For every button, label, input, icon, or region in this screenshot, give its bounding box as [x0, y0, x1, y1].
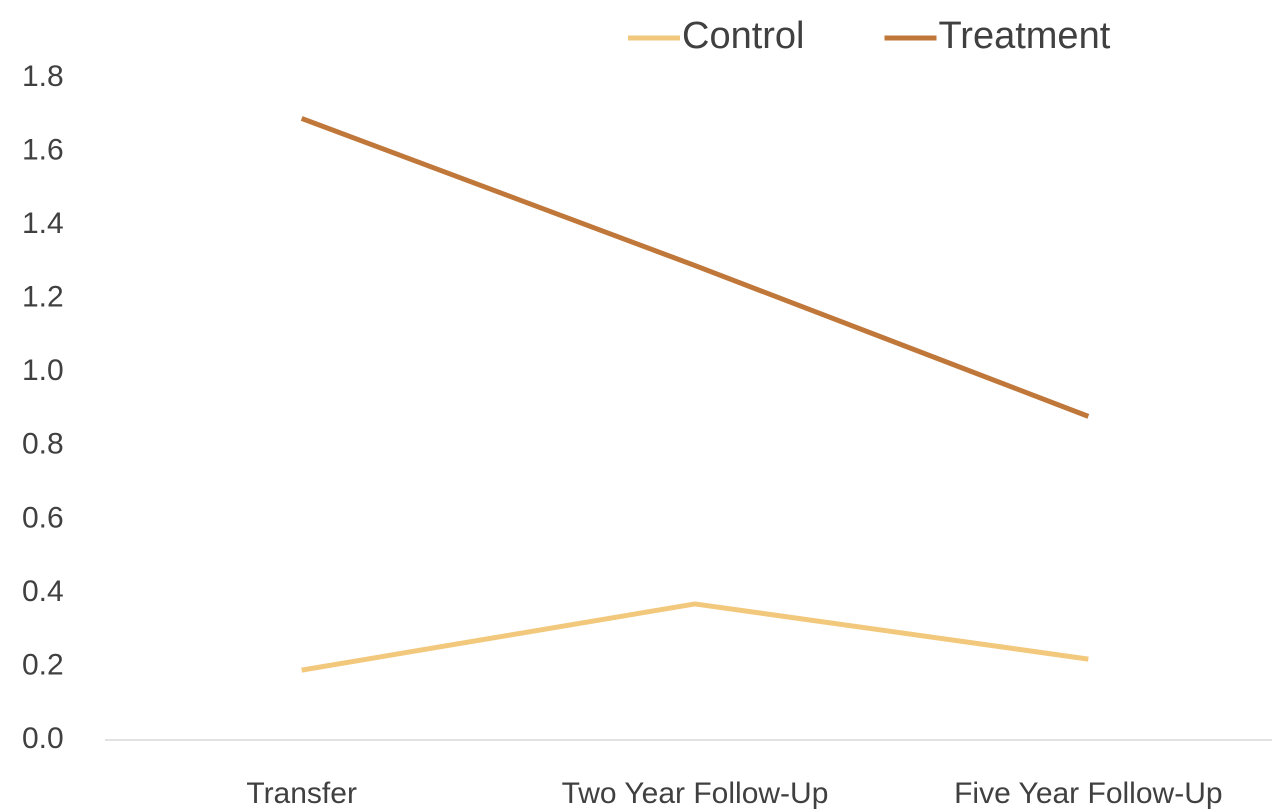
y-tick-label: 1.8 — [22, 60, 64, 93]
y-tick-label: 0.2 — [22, 648, 64, 681]
y-tick-label: 1.4 — [22, 207, 64, 240]
y-tick-label: 0.4 — [22, 575, 64, 608]
x-tick-label: Five Year Follow-Up — [954, 777, 1222, 810]
legend-text: Treatment — [939, 15, 1111, 57]
y-tick-label: 1.6 — [22, 133, 64, 166]
x-tick-label: Transfer — [246, 777, 357, 810]
legend-text: Control — [682, 15, 805, 57]
y-tick-label: 0.8 — [22, 428, 64, 461]
y-tick-label: 1.0 — [22, 354, 64, 387]
series-line — [301, 601, 1089, 673]
x-tick-label: Two Year Follow-Up — [562, 777, 829, 810]
y-tick-label: 0.0 — [22, 722, 64, 755]
y-tick-label: 1.2 — [22, 281, 64, 314]
y-tick-label: 0.6 — [22, 501, 64, 534]
series-line — [300, 116, 1090, 419]
